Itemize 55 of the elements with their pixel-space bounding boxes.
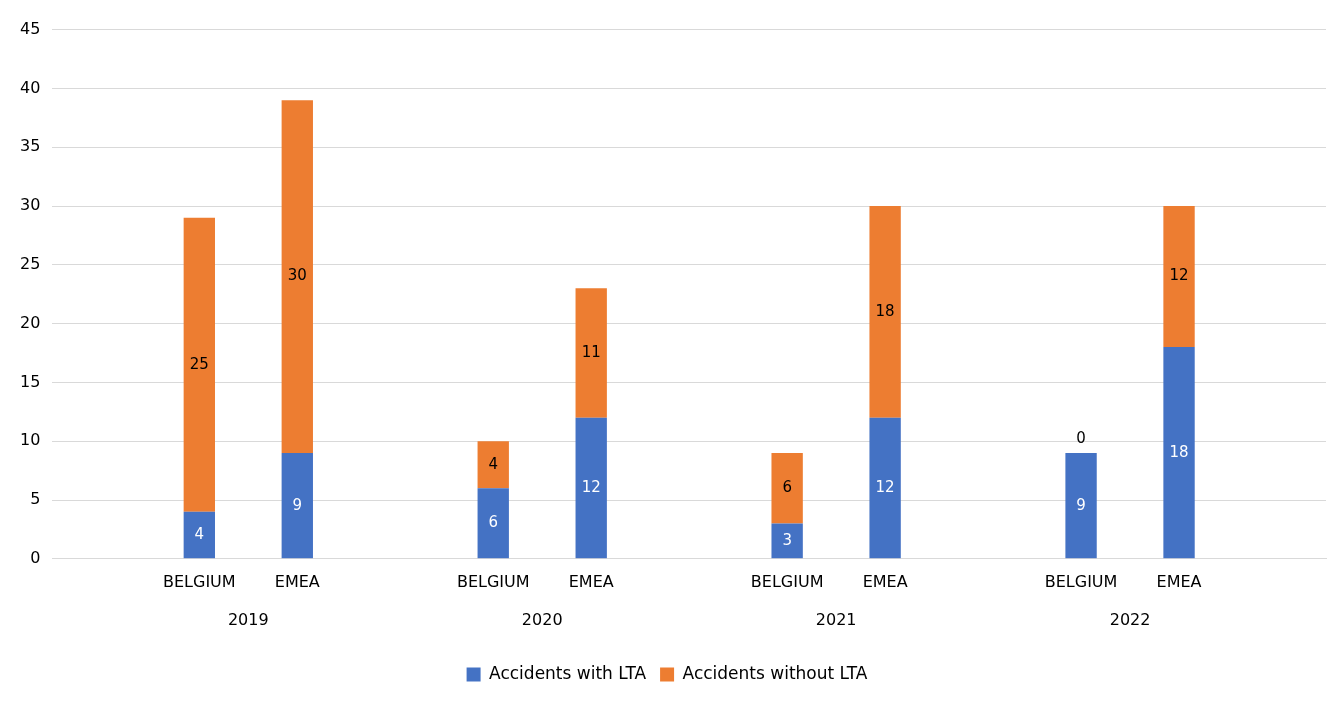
bar (575, 417, 607, 559)
data-label: 11 (581, 342, 601, 361)
x-tick-label: EMEA (862, 571, 908, 591)
text: 2020 (521, 609, 563, 629)
bar (869, 206, 901, 418)
x-tick-label: EMEA (568, 571, 614, 591)
bar (281, 452, 313, 559)
data-label: 3 (782, 530, 792, 549)
data-label: 4 (194, 524, 205, 543)
data-label: 12 (875, 477, 895, 496)
data-label: 25 (189, 354, 209, 373)
y-tick-label: 10 (20, 430, 41, 450)
legend-label: Accidents with LTA (489, 662, 647, 683)
x-tick-label: EMEA (274, 571, 320, 591)
data-label: 18 (875, 301, 895, 320)
y-tick-label: 35 (20, 136, 41, 156)
data-label: 12 (1169, 266, 1189, 285)
text: 2021 (815, 609, 857, 629)
x-tick-label: EMEA (1156, 571, 1202, 591)
data-label: 0 (1076, 428, 1086, 447)
data-label: 30 (287, 266, 307, 285)
y-tick-label: 5 (30, 489, 41, 509)
x-tick-label: BELGIUM (1044, 571, 1118, 591)
data-label: 9 (1076, 495, 1086, 514)
x-tick-label: BELGIUM (750, 571, 824, 591)
x-tick-label: BELGIUM (163, 571, 236, 591)
bar (183, 511, 215, 559)
y-tick-label: 25 (20, 253, 41, 273)
y-tick-label: 40 (20, 77, 41, 97)
y-tick-label: 0 (30, 547, 41, 567)
text: 2022 (1109, 609, 1151, 629)
data-label: 6 (488, 513, 499, 532)
bar (477, 488, 509, 559)
bar (1065, 452, 1097, 559)
bar (1163, 347, 1195, 559)
y-tick-label: 15 (20, 371, 41, 391)
bar (1163, 206, 1195, 348)
bar (575, 288, 607, 418)
data-label: 12 (581, 477, 601, 496)
legend-label: Accidents without LTA (682, 662, 868, 683)
bar (771, 523, 803, 559)
bar (281, 100, 313, 453)
data-label: 4 (488, 454, 499, 473)
text: 2019 (227, 609, 269, 629)
data-label: 9 (292, 495, 303, 514)
y-tick-label: 20 (20, 312, 41, 332)
y-tick-label: 45 (20, 18, 41, 38)
bar (477, 441, 509, 489)
data-label: 18 (1169, 442, 1189, 461)
bar (869, 417, 901, 559)
bar (771, 452, 803, 524)
bar (183, 217, 215, 512)
data-label: 6 (782, 478, 792, 497)
y-tick-label: 30 (20, 195, 41, 215)
x-tick-label: BELGIUM (456, 571, 530, 591)
